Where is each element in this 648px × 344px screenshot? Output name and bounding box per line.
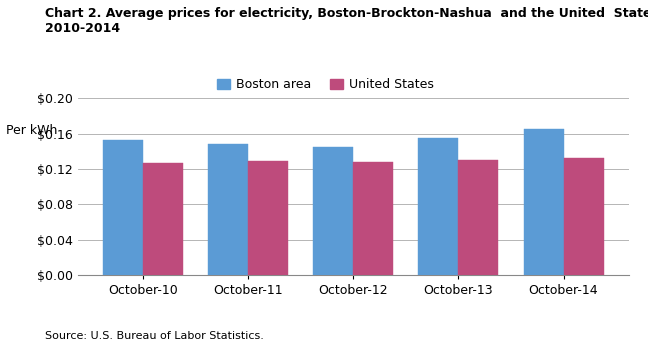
Bar: [564, 158, 603, 275]
Bar: [143, 163, 183, 275]
Text: Source: U.S. Bureau of Labor Statistics.: Source: U.S. Bureau of Labor Statistics.: [45, 331, 264, 341]
Text: Per kWh: Per kWh: [6, 124, 58, 137]
Bar: [524, 129, 564, 275]
Legend: Boston area, United States: Boston area, United States: [213, 73, 439, 96]
Text: Chart 2. Average prices for electricity, Boston-Brockton-Nashua  and the United : Chart 2. Average prices for electricity,…: [45, 7, 648, 35]
Bar: [458, 160, 498, 275]
Bar: [419, 138, 458, 275]
Bar: [353, 162, 393, 275]
Bar: [248, 161, 288, 275]
Bar: [313, 147, 353, 275]
Bar: [208, 144, 248, 275]
Bar: [103, 140, 143, 275]
